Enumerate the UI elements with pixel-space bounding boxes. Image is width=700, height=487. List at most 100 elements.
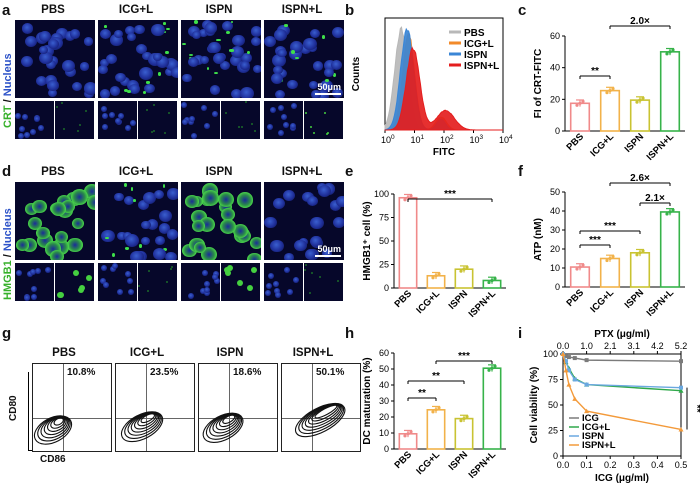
micrograph-a-2 (181, 20, 261, 98)
nucleus (113, 29, 123, 39)
x-tick-label-ISPN: ISPN (447, 288, 471, 312)
cd80-axis-arrow (28, 372, 29, 450)
green-signal (244, 101, 247, 104)
green-signal (165, 281, 168, 284)
bar-ISPN+L (659, 211, 681, 288)
point-ICG (572, 356, 577, 361)
y-axis-label: FI of CRT-FITC (533, 49, 544, 118)
point-ICG (584, 358, 589, 363)
cell (193, 241, 206, 253)
micrograph-a-1 (98, 20, 178, 98)
thumbnail-a-3-0 (264, 101, 303, 139)
condition-header-d-2: ISPN (205, 166, 233, 178)
data-point (641, 249, 645, 253)
nucleus (153, 189, 165, 199)
nucleus (219, 60, 230, 71)
nucleus (154, 236, 165, 246)
green-signal (165, 50, 169, 55)
cell (191, 219, 206, 233)
green-signal (58, 291, 65, 298)
cell (250, 236, 261, 249)
x-tick-label: 0.4 (651, 460, 664, 470)
data-point (490, 278, 494, 283)
nucleus (264, 289, 271, 296)
nucleus (187, 57, 199, 68)
nucleus (165, 59, 178, 72)
nucleus (336, 195, 344, 208)
y-axis-label: Counts (351, 56, 362, 91)
nucleus (283, 252, 294, 260)
nucleus (47, 88, 58, 98)
green-signal (304, 112, 307, 115)
green-signal (310, 125, 313, 128)
condition-header-a-2: ISPN (205, 4, 233, 16)
condition-header-d-3: ISPN+L (281, 166, 323, 178)
x-tick-label: 103 (470, 134, 484, 145)
x-tick-label-ICG+L: ICG+L (414, 449, 442, 477)
nucleus (30, 294, 37, 301)
thumbnail-a-0-1 (55, 101, 94, 139)
nucleus (276, 68, 288, 78)
point-ICG+L (678, 388, 684, 393)
nucleus (200, 55, 210, 65)
nucleus (332, 26, 344, 39)
y-tick-label: 100 (374, 189, 389, 199)
nucleus (304, 249, 317, 260)
data-point (668, 210, 672, 214)
x-tick-label-PBS: PBS (393, 288, 415, 310)
data-point (403, 434, 407, 438)
nucleus (181, 119, 188, 126)
legend-label-PBS: PBS (464, 28, 485, 39)
nucleus (264, 216, 277, 228)
nucleus (99, 89, 111, 98)
green-signal (168, 112, 171, 115)
nucleus (202, 270, 209, 277)
y-tick-label: 40 (550, 206, 560, 216)
green-signal (138, 244, 142, 248)
nucleus (24, 294, 31, 301)
data-point (578, 265, 582, 269)
cell (218, 191, 235, 207)
nucleus (114, 193, 124, 202)
gate-horizontal-3 (282, 418, 360, 419)
percentage-3: 50.1% (316, 367, 345, 378)
green-signal (162, 247, 168, 252)
x-tick-label: 101 (411, 134, 425, 145)
data-point (437, 272, 441, 276)
top-axis-label: PTX (μg/ml) (594, 329, 650, 340)
nucleus (45, 266, 52, 273)
data-point (608, 256, 612, 261)
nucleus (15, 269, 22, 276)
nucleus (124, 25, 135, 35)
nucleus (240, 86, 254, 98)
point-ISPN+L (563, 367, 569, 373)
green-signal (104, 25, 107, 28)
y-tick-label: 0 (555, 126, 560, 136)
nucleus (141, 220, 151, 230)
green-signal (193, 20, 199, 25)
significance-label: *** (444, 189, 456, 200)
nucleus (83, 81, 95, 95)
nucleus (204, 287, 211, 294)
nucleus (209, 85, 221, 95)
green-signal (146, 109, 149, 112)
nucleus (99, 58, 109, 68)
nucleus (199, 28, 209, 37)
green-signal (79, 124, 82, 127)
x-tick-label-ICG+L: ICG+L (588, 287, 616, 315)
nucleus (35, 267, 42, 274)
hmgb1-bar-chart: HMGB1⁺ cell (%) 0 25 50 75 100 PBS ICG+L ISPNISP… (362, 189, 506, 320)
nucleus (267, 272, 274, 279)
nucleus (312, 61, 324, 72)
nucleus (329, 199, 342, 211)
thumbnail-a-1-0 (98, 101, 137, 139)
cd80-axis-label: CD80 (8, 395, 19, 421)
data-point (465, 265, 469, 269)
green-signal (142, 91, 146, 95)
thumbnail-a-1-1 (138, 101, 177, 139)
nucleus (152, 248, 166, 260)
x2-tick-label: 2.1 (604, 341, 617, 351)
data-point (434, 408, 438, 412)
nucleus (204, 123, 211, 130)
